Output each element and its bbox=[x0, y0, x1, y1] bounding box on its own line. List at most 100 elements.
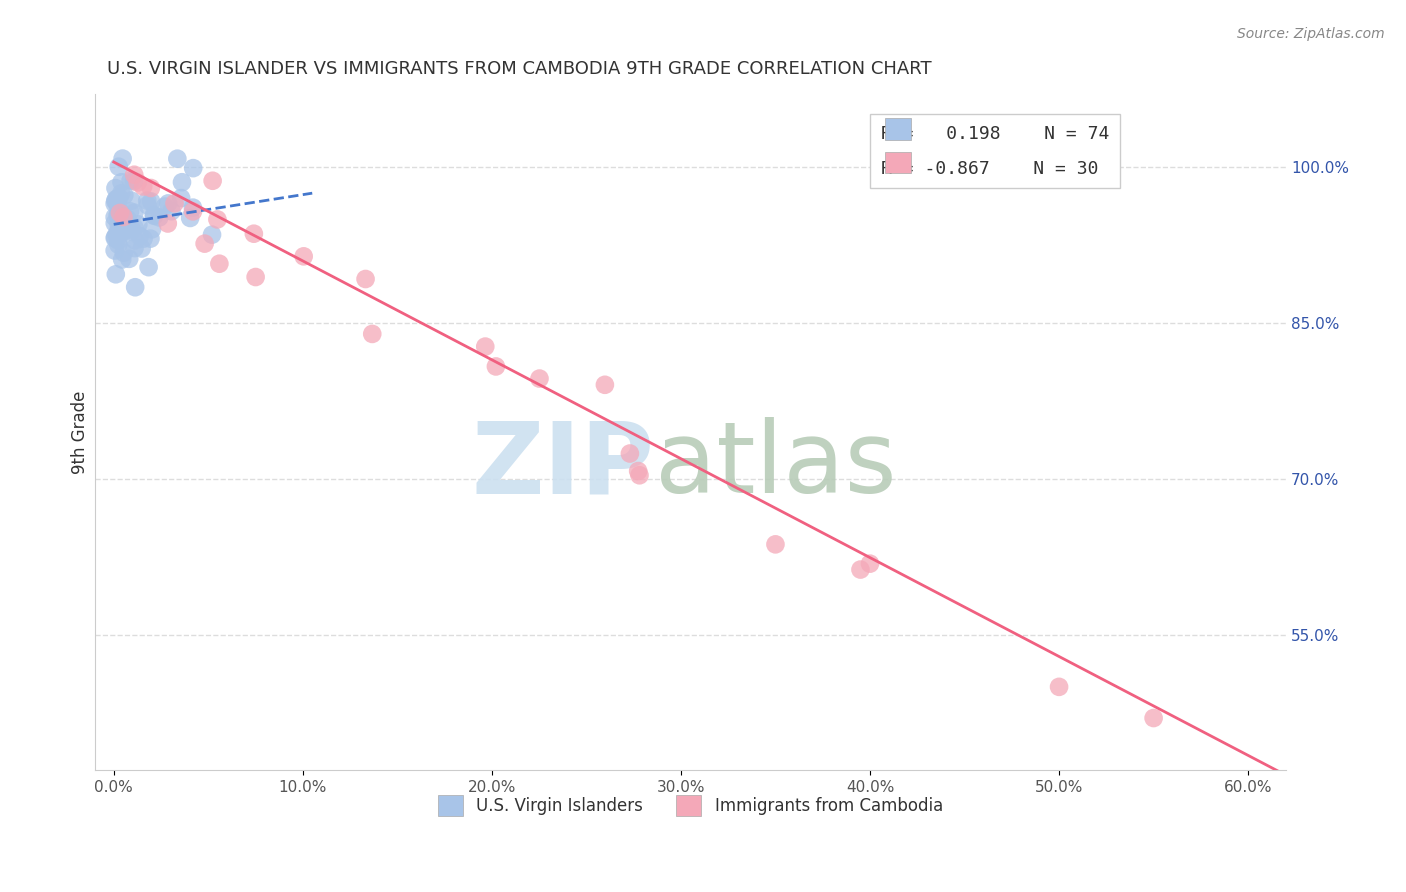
Point bbox=[104, 196, 127, 211]
Point bbox=[128, 229, 150, 244]
Point bbox=[157, 196, 180, 211]
Point bbox=[136, 194, 159, 208]
Point bbox=[104, 268, 127, 282]
Point bbox=[138, 260, 160, 275]
Point bbox=[107, 160, 129, 174]
Point bbox=[153, 200, 176, 214]
Point bbox=[170, 175, 193, 189]
Point bbox=[115, 223, 138, 237]
Point bbox=[163, 196, 186, 211]
Point bbox=[120, 194, 142, 208]
Point bbox=[124, 241, 146, 255]
Point bbox=[107, 192, 129, 206]
Point bbox=[104, 194, 127, 208]
Point bbox=[124, 220, 146, 235]
Point bbox=[107, 237, 129, 252]
Point bbox=[243, 227, 266, 241]
Point bbox=[111, 213, 134, 227]
Point bbox=[201, 174, 224, 188]
Point bbox=[136, 198, 159, 212]
Point bbox=[156, 217, 179, 231]
Point bbox=[104, 181, 127, 195]
Point bbox=[849, 563, 872, 577]
Point bbox=[108, 206, 131, 220]
Point bbox=[529, 371, 551, 385]
Point bbox=[132, 232, 155, 246]
Point bbox=[118, 252, 141, 266]
Point bbox=[107, 218, 129, 232]
Point bbox=[107, 207, 129, 221]
Point bbox=[166, 152, 188, 166]
Point bbox=[122, 174, 145, 188]
Point bbox=[104, 230, 127, 244]
Point bbox=[108, 190, 131, 204]
Point bbox=[107, 230, 129, 244]
Point bbox=[127, 176, 149, 190]
Legend: U.S. Virgin Islanders, Immigrants from Cambodia: U.S. Virgin Islanders, Immigrants from C… bbox=[432, 789, 949, 822]
Point bbox=[124, 205, 146, 219]
Point bbox=[107, 234, 129, 248]
Point bbox=[111, 152, 134, 166]
FancyBboxPatch shape bbox=[884, 118, 911, 140]
Point bbox=[110, 175, 132, 189]
Text: Source: ZipAtlas.com: Source: ZipAtlas.com bbox=[1237, 27, 1385, 41]
Point bbox=[132, 179, 155, 194]
Point bbox=[105, 192, 128, 206]
Point bbox=[122, 168, 145, 182]
Point bbox=[143, 209, 166, 223]
Point bbox=[127, 218, 149, 232]
Point bbox=[104, 244, 127, 258]
Point bbox=[110, 216, 132, 230]
Point bbox=[141, 222, 163, 236]
Point bbox=[474, 340, 496, 354]
Point bbox=[115, 215, 138, 229]
Point bbox=[354, 272, 377, 286]
Point bbox=[139, 232, 162, 246]
Point bbox=[859, 557, 882, 571]
Point bbox=[110, 208, 132, 222]
Point bbox=[111, 252, 134, 267]
Point bbox=[114, 219, 136, 234]
Point bbox=[120, 224, 142, 238]
Point bbox=[112, 188, 135, 202]
Point bbox=[104, 216, 127, 230]
Point bbox=[139, 181, 162, 195]
Point bbox=[485, 359, 508, 374]
Point bbox=[194, 236, 217, 251]
Point bbox=[1047, 680, 1070, 694]
Point bbox=[292, 249, 315, 263]
Point bbox=[112, 245, 135, 260]
Text: ZIP: ZIP bbox=[472, 417, 655, 515]
Point bbox=[104, 231, 127, 245]
Point bbox=[142, 208, 165, 222]
Point bbox=[111, 206, 134, 220]
FancyBboxPatch shape bbox=[884, 152, 911, 173]
Point bbox=[179, 211, 201, 225]
Point bbox=[120, 173, 142, 187]
Point bbox=[181, 204, 204, 219]
Point bbox=[104, 210, 127, 224]
Point bbox=[1142, 711, 1164, 725]
Point bbox=[120, 204, 142, 219]
Point bbox=[170, 191, 193, 205]
Point bbox=[110, 213, 132, 227]
Point bbox=[141, 194, 163, 209]
Point bbox=[107, 208, 129, 222]
Point bbox=[121, 222, 143, 236]
Point bbox=[105, 227, 128, 242]
Text: atlas: atlas bbox=[655, 417, 896, 515]
Point bbox=[124, 233, 146, 247]
Y-axis label: 9th Grade: 9th Grade bbox=[72, 391, 89, 474]
Point bbox=[593, 377, 616, 392]
Point bbox=[181, 201, 204, 215]
Point bbox=[201, 227, 224, 242]
Text: U.S. VIRGIN ISLANDER VS IMMIGRANTS FROM CAMBODIA 9TH GRADE CORRELATION CHART: U.S. VIRGIN ISLANDER VS IMMIGRANTS FROM … bbox=[107, 60, 931, 78]
Point bbox=[160, 204, 183, 219]
Point bbox=[181, 161, 204, 175]
Point bbox=[105, 196, 128, 211]
Point bbox=[361, 326, 384, 341]
Point bbox=[628, 468, 651, 483]
Point bbox=[112, 223, 135, 237]
Point bbox=[124, 280, 146, 294]
Point bbox=[107, 222, 129, 236]
